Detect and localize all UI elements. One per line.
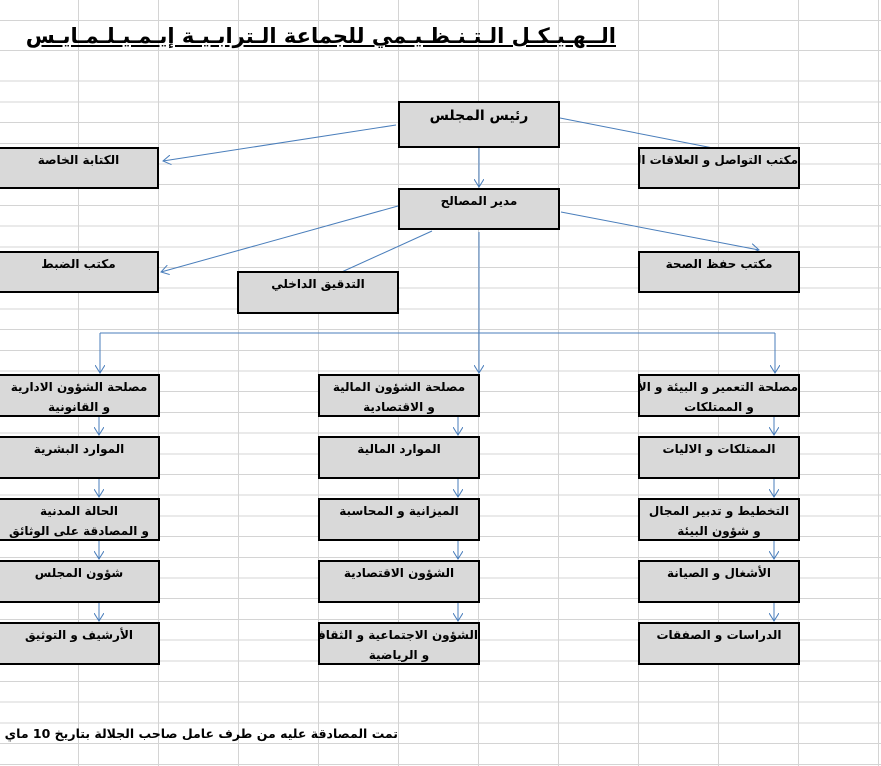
box-division[interactable]: الأرشيف و التوثيق [0, 622, 160, 665]
box-label: و شؤون البيئة [677, 524, 761, 538]
box-label: مدير المصالح [440, 194, 518, 208]
box-service-head[interactable]: مصلحة التعمير و البيئة و الأشغال و الممتل… [638, 374, 800, 417]
arrow-director-health [560, 211, 759, 250]
box-label: و الممتلكات [684, 400, 754, 414]
box-label: مكتب الضبط [41, 257, 116, 271]
box-division[interactable]: الممتلكات و الاليات [638, 436, 800, 479]
box-label: مكتب التواصل و العلاقات العامة [640, 153, 798, 167]
box-service-head[interactable]: مصلحة الشؤون الادارية و القانونية [0, 374, 160, 417]
box-division[interactable]: الموارد البشرية [0, 436, 160, 479]
box-label: الأرشيف و التوثيق [24, 628, 134, 642]
box-label: التخطيط و تدبير المجال [648, 504, 790, 518]
box-division[interactable]: الشؤون الاجتماعية و الثقافية و الرياضية [318, 622, 480, 665]
box-service-head[interactable]: مصلحة الشؤون المالية و الاقتصادية [318, 374, 480, 417]
box-label: رئيس المجلس [429, 108, 529, 124]
box-label: و المصادقة على الوثائق [9, 524, 149, 538]
box-label: الموارد البشرية [33, 442, 125, 456]
arrow-director-registry [161, 205, 399, 272]
box-division[interactable]: الدراسات و الصفقات [638, 622, 800, 665]
box-label: و الاقتصادية [363, 400, 435, 414]
box-label: الموارد المالية [357, 442, 441, 456]
box-label: و القانونية [47, 400, 111, 414]
box-division[interactable]: الشؤون الاقتصادية [318, 560, 480, 603]
box-health-office[interactable]: مكتب حفظ الصحة [638, 251, 800, 293]
arrow-president-secretariat [163, 124, 397, 161]
box-label: مصلحة الشؤون الادارية [10, 380, 148, 394]
box-label: الشؤون الاقتصادية [343, 566, 455, 580]
box-division[interactable]: شؤون المجلس [0, 560, 160, 603]
box-label: الكتابة الخاصة [37, 153, 120, 167]
box-label: الشؤون الاجتماعية و الثقافية [318, 628, 478, 642]
box-division[interactable]: الموارد المالية [318, 436, 480, 479]
page-title: الــهـيـكـل الـتـنـظـيـمي للجماعة الـترا… [25, 24, 616, 48]
box-label: مصلحة التعمير و البيئة و الأشغال [638, 380, 798, 394]
box-label: و الرياضية [368, 648, 430, 662]
box-label: الممتلكات و الاليات [662, 442, 776, 456]
box-services-director[interactable]: مدير المصالح [398, 188, 560, 230]
box-label: شؤون المجلس [34, 566, 124, 580]
box-council-president[interactable]: رئيس المجلس [398, 101, 560, 148]
approval-footer: تمت المصادقة عليه من طرف عامل صاحب الجلا… [0, 726, 398, 741]
box-private-secretariat[interactable]: الكتابة الخاصة [0, 147, 159, 189]
box-division[interactable]: الأشغال و الصيانة [638, 560, 800, 603]
box-label: الأشغال و الصيانة [667, 566, 771, 580]
box-label: الميزانية و المحاسبة [339, 504, 459, 518]
box-division[interactable]: الميزانية و المحاسبة [318, 498, 480, 541]
box-communication-office[interactable]: مكتب التواصل و العلاقات العامة [638, 147, 800, 189]
box-division[interactable]: التخطيط و تدبير المجال و شؤون البيئة [638, 498, 800, 541]
box-label: مكتب حفظ الصحة [665, 257, 773, 271]
box-label: الحالة المدنية [39, 504, 118, 518]
box-internal-audit[interactable]: التدقيق الداخلي [237, 271, 399, 314]
box-label: الدراسات و الصفقات [656, 628, 782, 642]
box-label: التدقيق الداخلي [271, 277, 365, 291]
box-division[interactable]: الحالة المدنية و المصادقة على الوثائق [0, 498, 160, 541]
box-registry-office[interactable]: مكتب الضبط [0, 251, 159, 293]
box-label: مصلحة الشؤون المالية [332, 380, 466, 394]
